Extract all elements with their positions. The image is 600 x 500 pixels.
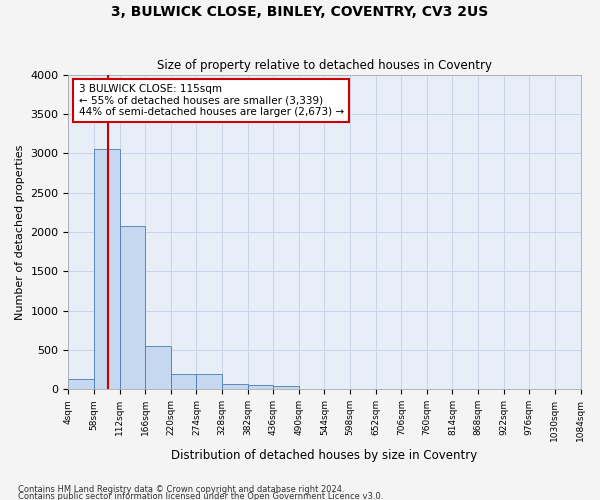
Text: Contains HM Land Registry data © Crown copyright and database right 2024.: Contains HM Land Registry data © Crown c… xyxy=(18,486,344,494)
Text: 3 BULWICK CLOSE: 115sqm
← 55% of detached houses are smaller (3,339)
44% of semi: 3 BULWICK CLOSE: 115sqm ← 55% of detache… xyxy=(79,84,344,117)
Bar xyxy=(171,374,196,390)
Bar xyxy=(145,346,171,390)
X-axis label: Distribution of detached houses by size in Coventry: Distribution of detached houses by size … xyxy=(172,450,478,462)
Bar xyxy=(222,384,248,390)
Text: 3, BULWICK CLOSE, BINLEY, COVENTRY, CV3 2US: 3, BULWICK CLOSE, BINLEY, COVENTRY, CV3 … xyxy=(112,5,488,19)
Bar xyxy=(273,386,299,390)
Bar xyxy=(94,148,119,390)
Bar xyxy=(68,379,94,390)
Title: Size of property relative to detached houses in Coventry: Size of property relative to detached ho… xyxy=(157,59,492,72)
Y-axis label: Number of detached properties: Number of detached properties xyxy=(15,144,25,320)
Bar xyxy=(248,386,273,390)
Bar xyxy=(196,374,222,390)
Bar xyxy=(119,226,145,390)
Text: Contains public sector information licensed under the Open Government Licence v3: Contains public sector information licen… xyxy=(18,492,383,500)
